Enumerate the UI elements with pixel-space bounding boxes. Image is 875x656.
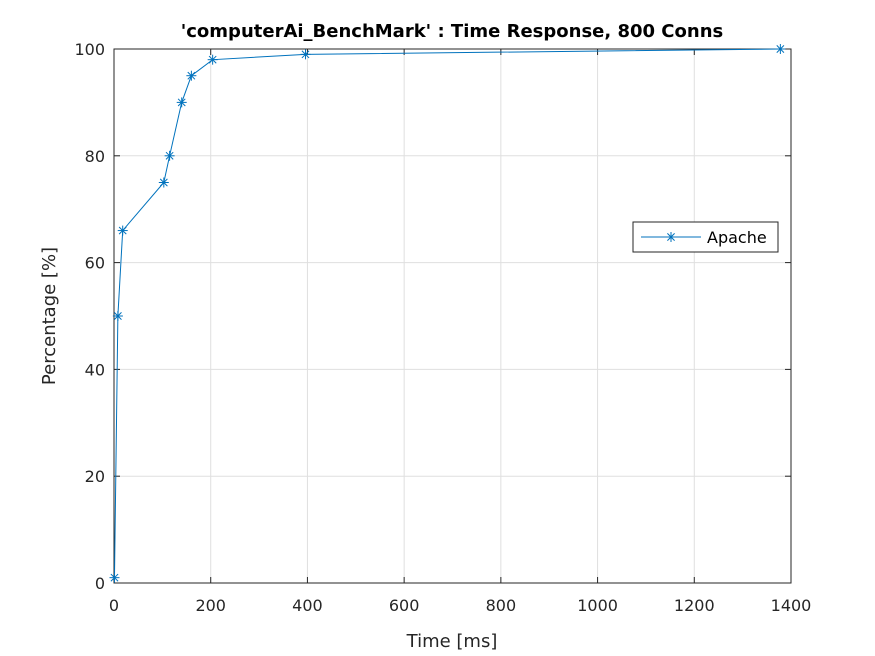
data-point: [207, 54, 218, 65]
x-tick-label: 0: [109, 596, 119, 615]
legend-marker-glyph: [666, 232, 676, 242]
y-tick-label: 100: [74, 40, 105, 59]
legend-marker: [666, 232, 676, 242]
plot-area: [114, 49, 791, 583]
x-tick-label: 1200: [674, 596, 715, 615]
data-point: [176, 97, 187, 108]
data-point: [109, 572, 120, 583]
y-tick-label: 80: [85, 147, 105, 166]
data-point: [186, 70, 197, 81]
x-tick-label: 400: [292, 596, 323, 615]
data-point: [158, 177, 169, 188]
x-axis-label: Time [ms]: [406, 631, 498, 652]
y-tick-label: 60: [85, 254, 105, 273]
ticks: 0 200 400 600 800 1000 1200 1400 0 20 40 60 80 100: [74, 40, 811, 615]
y-tick-label: 40: [85, 360, 105, 379]
data-point: [300, 49, 311, 60]
x-tick-label: 600: [389, 596, 420, 615]
x-tick-label: 800: [486, 596, 517, 615]
x-tick-label: 1400: [771, 596, 812, 615]
data-point: [164, 150, 175, 161]
series-line: [113, 48, 781, 578]
data-point: [775, 44, 786, 54]
y-tick-label: 20: [85, 467, 105, 486]
legend-label: Apache: [707, 228, 767, 247]
grid: [114, 49, 791, 583]
data-point: [112, 311, 123, 321]
chart-title: 'computerAi_BenchMark' : Time Response, …: [181, 21, 723, 42]
y-tick-label: 0: [95, 574, 105, 593]
legend: Apache: [632, 221, 779, 253]
x-tick-label: 200: [195, 596, 226, 615]
x-tick-label: 1000: [577, 596, 618, 615]
series: [109, 44, 786, 583]
data-point: [117, 225, 128, 236]
y-axis-label: Percentage [%]: [39, 247, 60, 385]
